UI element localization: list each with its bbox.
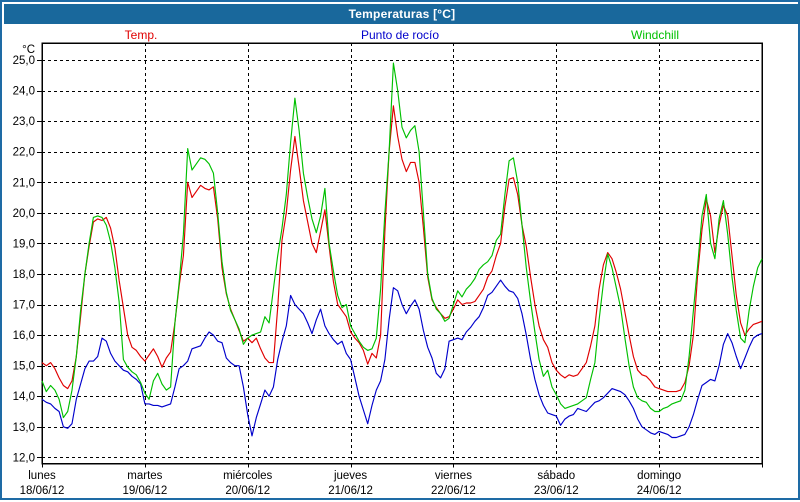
legend-item-temp: Temp. (124, 28, 158, 42)
x-date-label: 22/06/12 (431, 485, 476, 497)
x-day-label: miércoles (223, 470, 272, 482)
y-tick-label: 23,0 (13, 116, 35, 128)
y-tick-label: 24,0 (13, 86, 35, 98)
y-tick-label: 25,0 (13, 55, 35, 67)
title-bar: Temperaturas [°C] (4, 4, 800, 24)
y-tick-label: 21,0 (13, 177, 35, 189)
x-day-label: domingo (637, 470, 681, 482)
legend-item-dew-point: Punto de rocío (360, 28, 440, 42)
series-dew-point-line (41, 279, 763, 439)
y-tick-label: 17,0 (13, 300, 35, 312)
x-day-label: viernes (435, 470, 472, 482)
y-tick-label: 22,0 (13, 147, 35, 159)
y-tick-label: 14,0 (13, 391, 35, 403)
x-day-label: sábado (537, 470, 575, 482)
y-tick-label: 13,0 (13, 422, 35, 434)
window-title: Temperaturas [°C] (348, 7, 456, 21)
series-temp-line (41, 105, 763, 393)
x-day-label: jueves (333, 470, 367, 482)
x-date-label: 23/06/12 (534, 485, 579, 497)
y-tick-label: 19,0 (13, 238, 35, 250)
x-date-label: 20/06/12 (225, 485, 270, 497)
y-tick-label: 18,0 (13, 269, 35, 281)
legend-item-windchill: Windchill (630, 28, 680, 42)
x-date-label: 19/06/12 (122, 485, 167, 497)
x-date-label: 21/06/12 (328, 485, 373, 497)
x-date-label: 18/06/12 (20, 485, 65, 497)
y-axis-unit-label: °C (22, 44, 35, 56)
y-tick-label: 15,0 (13, 361, 35, 373)
plot-border (41, 42, 763, 465)
y-tick-label: 16,0 (13, 330, 35, 342)
y-tick-label: 20,0 (13, 208, 35, 220)
series-windchill-line (41, 62, 763, 419)
x-day-label: lunes (28, 470, 56, 482)
x-day-label: martes (127, 470, 162, 482)
y-tick-label: 12,0 (13, 452, 35, 464)
x-date-label: 24/06/12 (637, 485, 682, 497)
